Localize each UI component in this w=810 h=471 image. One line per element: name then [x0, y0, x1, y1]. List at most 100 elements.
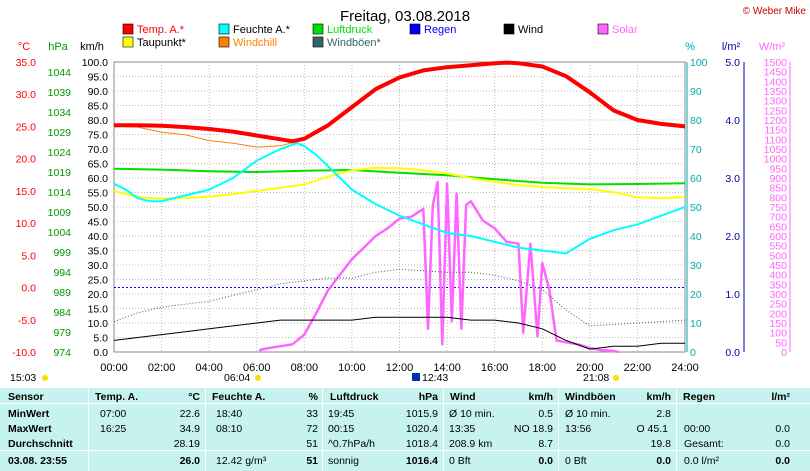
- y-tick-pressure: 1044: [48, 67, 72, 79]
- y-tick-pressure: 1034: [48, 107, 72, 119]
- legend-label: Windböen*: [327, 37, 382, 49]
- axis-unit-rain: l/m²: [722, 41, 741, 53]
- stats-header-sensor: Sensor: [8, 391, 44, 403]
- axis-unit-humidity: %: [685, 41, 695, 53]
- x-tick-label: 12:00: [386, 362, 414, 374]
- stats-header-wind: Wind: [450, 391, 476, 403]
- legend-swatch: [218, 23, 230, 35]
- series-line-taupunkt: [113, 166, 686, 200]
- y-tick-solar: 850: [769, 183, 787, 195]
- y-tick-solar: 1450: [764, 67, 788, 79]
- y-tick-rain: 4.0: [725, 115, 740, 127]
- stats-gusts-value: 19.8: [650, 438, 671, 450]
- sunrise-icon: [255, 375, 261, 381]
- stats-temp-value: 26.0: [179, 455, 200, 467]
- stats-pressure-time: sonnig: [328, 455, 359, 467]
- stats-header-wind-unit: km/h: [528, 391, 553, 403]
- legend-swatch: [312, 23, 324, 35]
- stats-gusts-time: 13:56: [565, 423, 592, 435]
- stats-pressure-value: 1018.4: [405, 438, 438, 450]
- chart-title: Freitag, 03.08.2018: [340, 8, 470, 25]
- stats-pressure-value: 1016.4: [405, 455, 438, 467]
- stats-header-temp-unit: °C: [188, 391, 200, 403]
- legend-swatch: [409, 23, 421, 35]
- y-tick-rain: 0.0: [725, 347, 740, 359]
- y-tick-pressure: 1029: [48, 127, 72, 139]
- y-tick-wind: 45.0: [88, 217, 109, 229]
- y-tick-pressure: 1004: [48, 227, 72, 239]
- y-tick-solar: 150: [769, 318, 787, 330]
- stats-gusts-value: 0.0: [656, 455, 671, 467]
- y-tick-solar: 250: [769, 299, 787, 311]
- y-tick-humidity: 90: [690, 86, 702, 98]
- y-tick-solar: 1300: [764, 96, 788, 108]
- stats-temp-value: 22.6: [179, 408, 200, 420]
- stats-header-pressure: Luftdruck: [330, 391, 379, 403]
- stats-humidity-value: 51: [306, 455, 318, 467]
- x-tick-label: 24:00: [671, 362, 699, 374]
- y-tick-humidity: 60: [690, 173, 702, 185]
- y-tick-temp: 35.0: [16, 57, 37, 69]
- y-tick-solar: 750: [769, 202, 787, 214]
- stats-row-label: Durchschnitt: [8, 438, 73, 450]
- legend-label: Regen: [424, 24, 456, 36]
- stats-header-pressure-unit: hPa: [418, 391, 438, 403]
- stats-rain-value: 0.0: [775, 455, 790, 467]
- y-tick-pressure: 1024: [48, 147, 72, 159]
- x-tick-label: 06:00: [243, 362, 271, 374]
- stats-wind-time: 13:35: [449, 423, 476, 435]
- y-tick-solar: 400: [769, 270, 787, 282]
- y-tick-humidity: 20: [690, 289, 702, 301]
- y-tick-solar: 1500: [764, 57, 788, 69]
- y-tick-wind: 80.0: [88, 115, 109, 127]
- stats-wind-max: NO 18.9: [513, 423, 553, 435]
- y-tick-humidity: 40: [690, 231, 702, 243]
- y-tick-solar: 1150: [764, 125, 787, 137]
- y-tick-solar: 350: [769, 279, 787, 291]
- y-tick-pressure: 1019: [48, 167, 72, 179]
- y-tick-wind: 70.0: [88, 144, 109, 156]
- stats-humidity-time: 08:10: [216, 423, 243, 435]
- y-tick-pressure: 994: [53, 267, 71, 279]
- y-tick-temp: 20.0: [16, 154, 37, 166]
- y-tick-wind: 15.0: [88, 304, 109, 316]
- y-tick-temp: 0.0: [21, 283, 36, 295]
- stats-wind-time: Ø 10 min.: [449, 408, 495, 420]
- stats-rain-time: 00:00: [684, 423, 711, 435]
- y-tick-solar: 100: [769, 328, 787, 340]
- y-tick-temp: 10.0: [16, 218, 37, 230]
- y-tick-temp: 25.0: [16, 121, 37, 133]
- stats-rain-value: 0.0: [775, 423, 790, 435]
- y-tick-humidity: 100: [690, 57, 708, 69]
- y-tick-humidity: 70: [690, 144, 702, 156]
- stats-gusts-value: 2.8: [656, 408, 671, 420]
- x-tick-label: 14:00: [433, 362, 461, 374]
- y-tick-solar: 900: [769, 173, 787, 185]
- y-tick-solar: 800: [769, 192, 787, 204]
- y-tick-wind: 35.0: [88, 246, 109, 258]
- y-tick-pressure: 974: [53, 347, 71, 359]
- y-tick-solar: 1000: [764, 154, 788, 166]
- y-tick-wind: 20.0: [88, 289, 109, 301]
- y-tick-pressure: 984: [53, 307, 71, 319]
- x-tick-label: 20:00: [576, 362, 604, 374]
- stats-gusts-time: Ø 10 min.: [565, 408, 611, 420]
- x-tick-label: 04:00: [195, 362, 223, 374]
- y-tick-wind: 50.0: [88, 202, 109, 214]
- y-tick-humidity: 30: [690, 260, 702, 272]
- y-tick-rain: 2.0: [725, 231, 740, 243]
- stats-row-label: 03.08. 23:55: [8, 455, 67, 467]
- stats-rain-value: 0.0: [775, 438, 790, 450]
- stats-gusts-time: 0 Bft: [565, 455, 587, 467]
- x-tick-label: 22:00: [624, 362, 652, 374]
- y-tick-wind: 90.0: [88, 86, 109, 98]
- y-tick-pressure: 1009: [48, 207, 72, 219]
- y-tick-wind: 0.0: [93, 347, 108, 359]
- stats-pressure-time: ^0.7hPa/h: [328, 438, 375, 450]
- stats-humidity-value: 72: [306, 423, 318, 435]
- y-tick-wind: 85.0: [88, 101, 109, 113]
- legend-swatch: [597, 23, 609, 35]
- stats-humidity-value: 51: [306, 438, 318, 450]
- y-tick-solar: 700: [769, 212, 787, 224]
- y-tick-humidity: 10: [690, 318, 702, 330]
